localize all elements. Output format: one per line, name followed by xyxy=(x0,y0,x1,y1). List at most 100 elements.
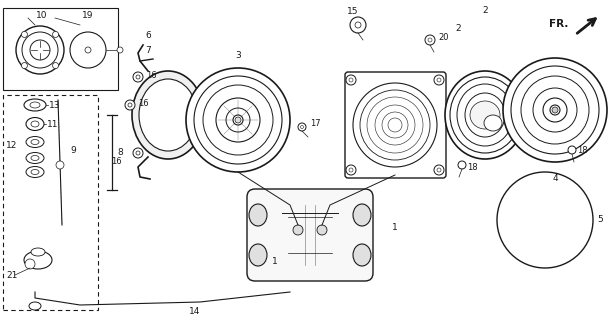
Circle shape xyxy=(52,31,58,37)
Ellipse shape xyxy=(30,102,40,108)
Circle shape xyxy=(346,75,356,85)
Circle shape xyxy=(133,72,143,82)
Circle shape xyxy=(349,78,353,82)
Ellipse shape xyxy=(465,93,505,137)
Circle shape xyxy=(235,117,241,123)
Circle shape xyxy=(85,47,91,53)
Ellipse shape xyxy=(29,302,41,310)
Ellipse shape xyxy=(450,77,520,153)
Text: 3: 3 xyxy=(235,51,241,60)
Ellipse shape xyxy=(139,79,197,151)
Circle shape xyxy=(203,85,273,155)
Circle shape xyxy=(355,22,361,28)
FancyBboxPatch shape xyxy=(247,189,373,281)
Text: 5: 5 xyxy=(597,215,603,225)
Text: 15: 15 xyxy=(347,6,359,15)
Text: 9: 9 xyxy=(70,146,76,155)
Text: 6: 6 xyxy=(145,30,151,39)
Text: 16: 16 xyxy=(111,156,122,165)
Text: 17: 17 xyxy=(310,118,320,127)
Circle shape xyxy=(360,90,430,160)
Text: 13: 13 xyxy=(49,100,61,109)
Circle shape xyxy=(367,97,423,153)
Circle shape xyxy=(70,32,106,68)
Circle shape xyxy=(186,68,290,172)
Circle shape xyxy=(434,165,444,175)
Ellipse shape xyxy=(26,153,44,164)
Ellipse shape xyxy=(457,84,513,146)
Circle shape xyxy=(128,103,132,107)
Circle shape xyxy=(133,148,143,158)
Circle shape xyxy=(353,83,437,167)
Circle shape xyxy=(533,88,577,132)
Circle shape xyxy=(16,26,64,74)
Circle shape xyxy=(375,105,415,145)
Circle shape xyxy=(521,76,589,144)
Ellipse shape xyxy=(31,248,45,256)
Ellipse shape xyxy=(24,99,46,111)
Circle shape xyxy=(350,17,366,33)
Circle shape xyxy=(300,125,303,129)
Text: 1: 1 xyxy=(392,223,398,233)
Circle shape xyxy=(428,38,432,42)
Text: 16: 16 xyxy=(146,70,157,79)
Circle shape xyxy=(22,32,58,68)
Circle shape xyxy=(136,151,140,155)
Text: 10: 10 xyxy=(36,11,48,20)
Ellipse shape xyxy=(24,251,52,269)
Circle shape xyxy=(293,225,303,235)
Ellipse shape xyxy=(26,117,44,131)
Circle shape xyxy=(30,40,50,60)
Circle shape xyxy=(226,108,250,132)
Circle shape xyxy=(543,98,567,122)
Ellipse shape xyxy=(353,204,371,226)
Text: 2: 2 xyxy=(482,5,488,14)
Circle shape xyxy=(388,118,402,132)
Text: 18: 18 xyxy=(577,146,587,155)
Text: 2: 2 xyxy=(455,23,461,33)
Circle shape xyxy=(194,76,282,164)
Circle shape xyxy=(550,105,560,115)
Ellipse shape xyxy=(31,170,39,174)
Circle shape xyxy=(117,47,123,53)
Circle shape xyxy=(233,115,243,125)
Circle shape xyxy=(349,168,353,172)
Circle shape xyxy=(568,146,576,154)
Circle shape xyxy=(21,62,27,68)
Circle shape xyxy=(425,35,435,45)
Circle shape xyxy=(552,107,558,113)
Text: 4: 4 xyxy=(552,173,558,182)
Ellipse shape xyxy=(484,115,502,131)
Circle shape xyxy=(216,98,260,142)
Circle shape xyxy=(434,75,444,85)
Ellipse shape xyxy=(132,71,204,159)
Ellipse shape xyxy=(353,244,371,266)
Circle shape xyxy=(136,75,140,79)
Bar xyxy=(3,8,118,90)
Circle shape xyxy=(52,62,58,68)
Circle shape xyxy=(125,100,135,110)
Circle shape xyxy=(458,161,466,169)
Ellipse shape xyxy=(31,121,39,127)
Text: 8: 8 xyxy=(117,148,123,156)
Circle shape xyxy=(56,161,64,169)
Circle shape xyxy=(511,66,599,154)
Circle shape xyxy=(298,123,306,131)
Text: 16: 16 xyxy=(138,99,148,108)
Ellipse shape xyxy=(470,101,500,129)
Circle shape xyxy=(346,165,356,175)
Ellipse shape xyxy=(249,204,267,226)
Text: 19: 19 xyxy=(82,11,94,20)
Ellipse shape xyxy=(474,103,496,127)
Text: 20: 20 xyxy=(438,33,449,42)
Text: 14: 14 xyxy=(189,308,201,316)
Ellipse shape xyxy=(481,110,489,119)
Text: 7: 7 xyxy=(145,45,151,54)
Ellipse shape xyxy=(31,140,39,145)
Circle shape xyxy=(21,31,27,37)
Ellipse shape xyxy=(31,156,39,161)
Text: FR.: FR. xyxy=(548,19,568,29)
Circle shape xyxy=(503,58,607,162)
Ellipse shape xyxy=(26,137,44,148)
Text: 18: 18 xyxy=(467,163,478,172)
